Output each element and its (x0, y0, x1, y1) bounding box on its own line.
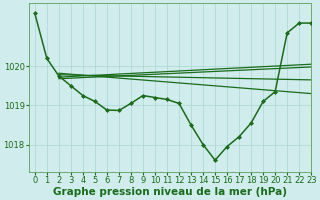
X-axis label: Graphe pression niveau de la mer (hPa): Graphe pression niveau de la mer (hPa) (53, 187, 287, 197)
